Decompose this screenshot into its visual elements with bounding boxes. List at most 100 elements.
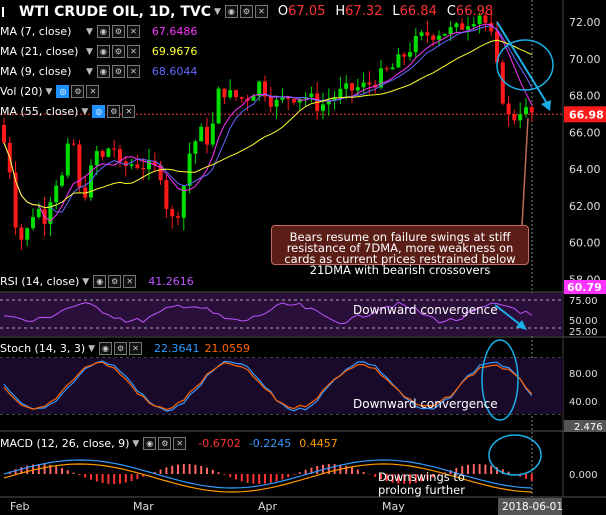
- close-icon[interactable]: ✕: [173, 437, 187, 450]
- candle-body: [274, 99, 279, 107]
- gear-icon[interactable]: ⚙: [111, 65, 125, 78]
- candle-body: [466, 26, 470, 30]
- indicator-label: MA (9, close): [0, 65, 72, 78]
- candle-body: [477, 15, 482, 25]
- macd-signal-value: 0.4457: [299, 437, 338, 450]
- indicator-vol[interactable]: Vol (20) ▼ ◎ ⚙ ✕: [0, 83, 101, 100]
- candle-body: [141, 167, 146, 170]
- candle-body: [500, 62, 505, 104]
- close-icon[interactable]: ✕: [129, 342, 143, 355]
- stoch-tag-bg: [564, 420, 606, 432]
- chevron-down-icon[interactable]: ▼: [82, 276, 90, 287]
- gear-icon[interactable]: ⚙: [71, 85, 85, 98]
- gear-icon[interactable]: ⚙: [107, 105, 121, 118]
- candle-body: [379, 68, 383, 88]
- indicator-label: MA (7, close): [0, 25, 72, 38]
- candle-body: [263, 81, 267, 97]
- indicator-label: MA (21, close): [0, 45, 79, 58]
- price-tick-label: 68.00: [569, 90, 601, 103]
- chevron-down-icon[interactable]: ▼: [45, 86, 53, 97]
- chevron-down-icon[interactable]: ▼: [81, 106, 89, 117]
- gear-icon[interactable]: ⚙: [111, 25, 125, 38]
- candle-body: [413, 36, 418, 53]
- candle-body: [100, 151, 105, 157]
- eye-icon[interactable]: ◉: [96, 25, 110, 38]
- gear-icon[interactable]: ⚙: [158, 437, 172, 450]
- eye-icon[interactable]: ◉: [143, 437, 157, 450]
- eye-icon[interactable]: ◉: [93, 275, 107, 288]
- eye-icon[interactable]: ◉: [96, 65, 110, 78]
- close-icon[interactable]: ✕: [126, 65, 140, 78]
- candle-body: [181, 185, 186, 218]
- candle-body: [448, 27, 453, 34]
- stoch-header[interactable]: Stoch (14, 3, 3) ▼ ◉ ⚙ ✕ 22.3641 21.0559: [0, 340, 250, 357]
- indicator-label: MA (55, close): [0, 105, 79, 118]
- ohlc-low: L66.84: [392, 4, 437, 19]
- candle-body: [367, 82, 372, 85]
- chevron-down-icon[interactable]: ▼: [214, 6, 221, 17]
- macd-signal-line: [3, 463, 532, 493]
- close-icon[interactable]: ✕: [123, 275, 137, 288]
- note-pointer: [521, 117, 529, 227]
- price-tick-label: 66.00: [569, 126, 601, 139]
- candle-body: [158, 165, 163, 181]
- eye-icon[interactable]: ◉: [224, 5, 238, 18]
- candle-body: [147, 160, 151, 170]
- stoch-d-value: 21.0559: [204, 342, 251, 355]
- eye-icon[interactable]: ◉: [96, 45, 110, 58]
- gear-icon[interactable]: ⚙: [114, 342, 128, 355]
- eye-off-icon[interactable]: ◎: [92, 105, 106, 118]
- chevron-down-icon[interactable]: ▼: [86, 46, 93, 57]
- candle-body: [176, 216, 180, 218]
- chevron-down-icon[interactable]: ▼: [132, 438, 140, 449]
- macd-highlight-circle: [488, 434, 542, 476]
- macd-label: MACD (12, 26, close, 9): [0, 437, 130, 450]
- symbol-icon[interactable]: [2, 6, 14, 17]
- eye-icon[interactable]: ◉: [99, 342, 113, 355]
- ohlc-open: O67.05: [277, 4, 326, 19]
- close-icon[interactable]: ✕: [122, 105, 136, 118]
- candle-body: [257, 81, 262, 96]
- chevron-down-icon[interactable]: ▼: [88, 343, 96, 354]
- candle-body: [251, 95, 256, 101]
- indicator-ma7[interactable]: MA (7, close) ▼ ◉ ⚙ ✕ 67.6486: [0, 23, 197, 40]
- stoch-band-fill: [0, 358, 563, 414]
- gear-icon[interactable]: ⚙: [239, 5, 253, 18]
- candle-body: [48, 202, 53, 224]
- candle-body: [36, 209, 41, 218]
- close-icon[interactable]: ✕: [126, 25, 140, 38]
- candle-body: [54, 185, 59, 203]
- chevron-down-icon[interactable]: ▼: [86, 26, 93, 37]
- price-tick-label: 70.00: [569, 53, 601, 66]
- candle-body: [60, 175, 64, 186]
- gear-icon[interactable]: ⚙: [111, 45, 125, 58]
- rsi-line: [3, 301, 533, 325]
- candle-body: [518, 114, 523, 121]
- stoch-note: Downward convergence: [353, 397, 498, 411]
- eye-off-icon[interactable]: ◎: [56, 85, 70, 98]
- close-icon[interactable]: ✕: [126, 45, 140, 58]
- candle-body: [326, 100, 331, 105]
- candle-body: [25, 228, 30, 240]
- indicator-ma55[interactable]: MA (55, close) ▼ ◎ ⚙ ✕: [0, 103, 137, 120]
- indicator-ma21[interactable]: MA (21, close) ▼ ◉ ⚙ ✕ 69.9676: [0, 43, 197, 60]
- x-tick-label: Feb: [10, 500, 29, 513]
- candle-body: [129, 164, 134, 166]
- candle-body: [350, 83, 354, 91]
- macd-header[interactable]: MACD (12, 26, close, 9) ▼ ◉ ⚙ ✕ -0.6702 -0.…: [0, 435, 338, 452]
- stoch-tag: 2.476: [574, 422, 603, 433]
- gear-icon[interactable]: ⚙: [108, 275, 122, 288]
- candle-body: [408, 52, 412, 57]
- close-icon[interactable]: ✕: [254, 5, 268, 18]
- candle-body: [152, 160, 157, 166]
- rsi-tick-label: 75.00: [569, 296, 598, 307]
- close-icon[interactable]: ✕: [86, 85, 100, 98]
- price-tick-label: 72.00: [569, 16, 601, 29]
- date-tag: 2018-06-01: [502, 501, 563, 513]
- indicator-ma9[interactable]: MA (9, close) ▼ ◉ ⚙ ✕ 68.6044: [0, 63, 197, 80]
- rsi-arrow-head: [516, 320, 527, 330]
- candle-body: [71, 143, 76, 145]
- chevron-down-icon[interactable]: ▼: [86, 66, 93, 77]
- chart-title[interactable]: WTI CRUDE OIL, 1D, TVC: [19, 3, 211, 20]
- rsi-header[interactable]: RSI (14, close) ▼ ◉ ⚙ ✕ 41.2616: [0, 273, 194, 290]
